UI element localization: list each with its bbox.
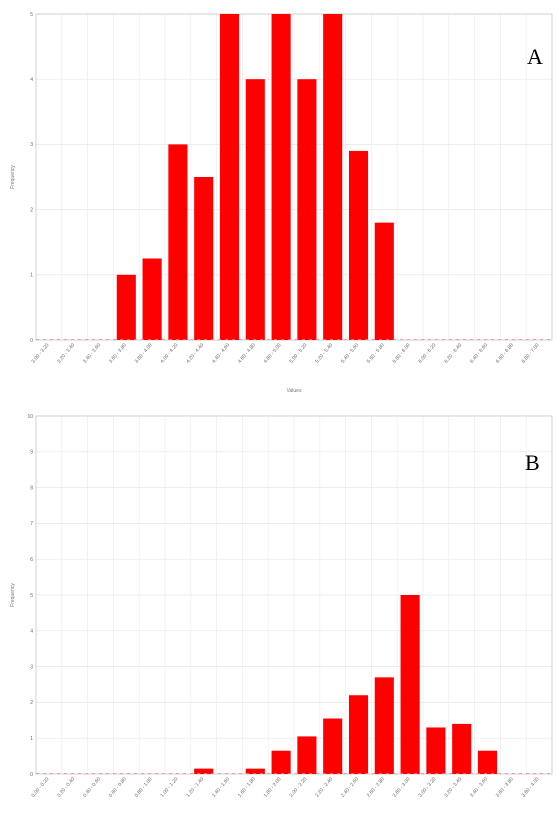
y-tick-label: 5 [30, 593, 33, 599]
x-tick-label: 0.40 - 0.60 [82, 776, 102, 798]
histogram-panel-b: 0 1 2 3 4 5 6 7 8 9 10 0.00 - 0.20 0.20 - 0.40 0.40 -… [0, 408, 557, 820]
x-tick-label: 3.60 - 3.80 [108, 342, 128, 364]
x-tick-label: 2.40 - 2.60 [340, 776, 360, 798]
x-tick-label: 6.40 - 6.60 [469, 342, 489, 364]
x-tick-label: 5.60 - 5.80 [366, 342, 386, 364]
y-tick-label: 4 [30, 77, 33, 83]
histogram-bar [194, 768, 214, 774]
y-tick-label: 0 [30, 338, 33, 344]
panel-letter: A [527, 44, 543, 69]
histogram-bar [219, 14, 240, 340]
x-tick-label: 3.40 - 3.60 [469, 776, 489, 798]
x-tick-label: 1.40 - 1.60 [211, 776, 231, 798]
plot-frame [35, 415, 553, 775]
x-tick-label: 6.20 - 6.40 [443, 342, 463, 364]
histogram-bar [348, 695, 369, 774]
histogram-bar [142, 258, 162, 340]
x-tick-label: 1.60 - 1.80 [237, 776, 257, 798]
y-axis-title: Frequency [10, 583, 16, 607]
y-tick-label: 5 [30, 12, 33, 18]
x-tick-label: 3.00 - 3.20 [30, 342, 50, 364]
histogram-bar [168, 144, 188, 340]
histogram-bar [245, 79, 265, 340]
histogram-a-svg: 0 1 2 3 4 5 3.00 - 3.20 3.20 - 3.40 3.40 - 3.60 3… [10, 12, 553, 394]
x-tick-label: 3.80 - 4.00 [134, 342, 154, 364]
histogram-bar [297, 736, 317, 774]
y-tick-label: 0 [30, 772, 33, 778]
histogram-bar [374, 222, 394, 340]
x-tick-label: 3.80 - 4.00 [521, 776, 541, 798]
x-tick-label: 0.60 - 0.80 [108, 776, 128, 798]
histogram-bar [452, 723, 472, 774]
x-tick-label: 1.00 - 1.20 [159, 776, 179, 798]
x-tick-label: 5.80 - 6.00 [392, 342, 412, 364]
histogram-bar [297, 79, 317, 340]
panel-letter: B [525, 450, 540, 475]
histogram-bar [348, 150, 369, 340]
y-tick-label: 8 [30, 485, 33, 491]
x-tick-label: 3.20 - 3.40 [56, 342, 76, 364]
y-tick-label: 2 [30, 700, 33, 706]
y-tick-label: 7 [30, 521, 33, 527]
histogram-bar [477, 750, 498, 774]
x-tick-label: 4.60 - 4.80 [237, 342, 257, 364]
histogram-b-svg: 0 1 2 3 4 5 6 7 8 9 10 0.00 - 0.20 0.20 - 0.40 0.40 -… [10, 414, 553, 799]
y-tick-label: 3 [30, 142, 33, 148]
histogram-bar [400, 595, 420, 774]
x-tick-label: 5.40 - 5.60 [340, 342, 360, 364]
x-tick-label: 3.20 - 3.40 [443, 776, 463, 798]
x-tick-label: 4.00 - 4.20 [159, 342, 179, 364]
histogram-bar [194, 177, 214, 340]
histogram-bar [426, 727, 446, 774]
x-tick-label: 2.80 - 3.00 [392, 776, 412, 798]
histogram-bar [271, 14, 291, 340]
y-tick-label: 1 [30, 273, 33, 279]
histogram-bar [374, 677, 394, 774]
x-tick-label: 2.20 - 2.40 [314, 776, 334, 798]
y-tick-label: 4 [30, 629, 33, 635]
x-tick-label: 3.60 - 3.80 [495, 776, 515, 798]
histogram-bar [323, 14, 343, 340]
x-tick-label: 4.20 - 4.40 [185, 342, 205, 364]
y-tick-label: 2 [30, 207, 33, 213]
x-tick-label: 1.80 - 2.00 [263, 776, 283, 798]
x-tick-label: 4.80 - 5.00 [263, 342, 283, 364]
x-tick-label: 5.00 - 5.20 [288, 342, 308, 364]
x-tick-label: 3.00 - 3.20 [417, 776, 437, 798]
x-tick-label: 5.20 - 5.40 [314, 342, 334, 364]
y-axis-title: Frequency [10, 165, 16, 189]
histogram-bar [271, 750, 291, 774]
y-tick-label: 1 [30, 736, 33, 742]
histogram-panel-a: 0 1 2 3 4 5 3.00 - 3.20 3.20 - 3.40 3.40 - 3.60 3… [0, 0, 557, 395]
x-tick-label: 3.40 - 3.60 [82, 342, 102, 364]
y-tick-label: 3 [30, 664, 33, 670]
x-tick-label: 2.60 - 2.80 [366, 776, 386, 798]
y-tick-label: 9 [30, 450, 33, 456]
x-tick-label: 2.00 - 2.20 [288, 776, 308, 798]
x-tick-label: 1.20 - 1.40 [185, 776, 205, 798]
histogram-bar [245, 768, 265, 774]
y-tick-label: 10 [27, 414, 33, 420]
x-tick-label: 6.60 - 6.80 [495, 342, 515, 364]
x-tick-label: 0.00 - 0.20 [30, 776, 50, 798]
x-tick-label: 6.00 - 6.20 [417, 342, 437, 364]
histogram-bar [116, 274, 136, 340]
histogram-bar [323, 718, 343, 774]
plot-frame [35, 13, 553, 341]
x-tick-label: 0.20 - 0.40 [56, 776, 76, 798]
x-tick-label: 0.80 - 1.00 [134, 776, 154, 798]
x-tick-label: 6.80 - 7.00 [521, 342, 541, 364]
x-axis-title: Values [287, 388, 302, 394]
x-tick-label: 4.40 - 4.60 [211, 342, 231, 364]
y-tick-label: 6 [30, 557, 33, 563]
